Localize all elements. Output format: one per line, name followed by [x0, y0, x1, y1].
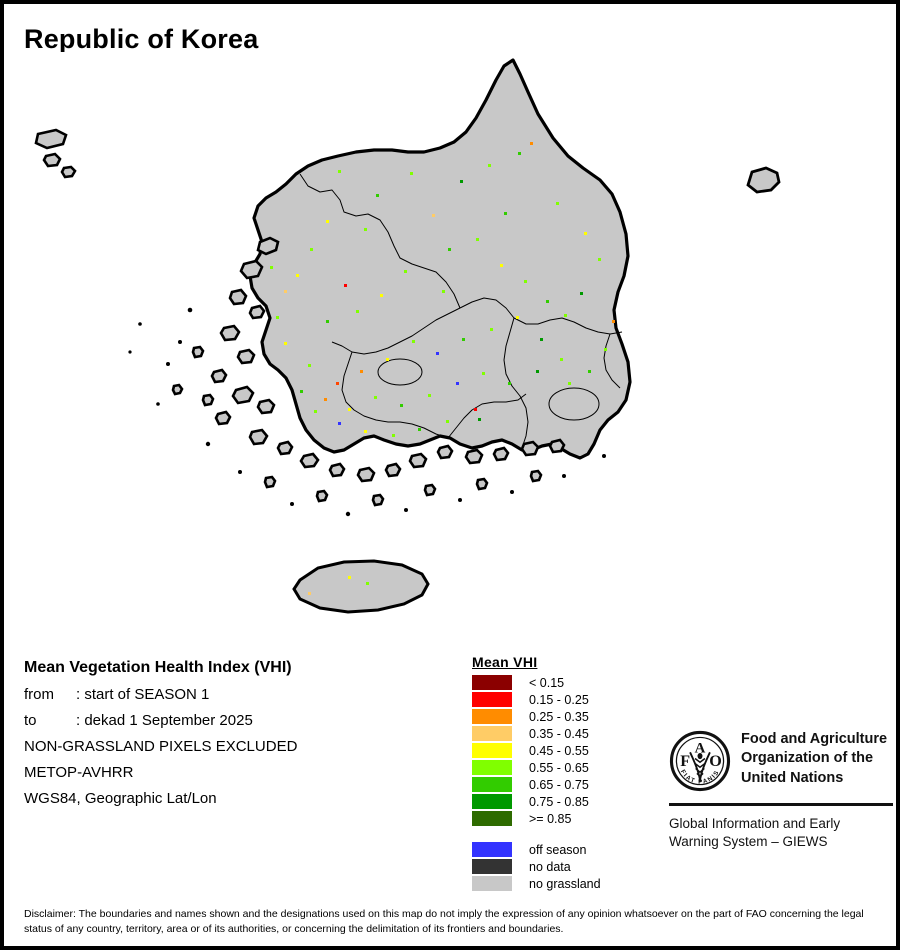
caption-to-key: to: [24, 712, 37, 729]
fao-emblem-icon: F A O FIAT PANIS: [669, 730, 731, 792]
map-caption: Mean Vegetation Health Index (VHI) from:…: [24, 659, 444, 816]
legend-label: off season: [529, 842, 587, 857]
legend-label: 0.35 - 0.45: [529, 726, 589, 741]
ulleungdo-island: [746, 166, 781, 194]
legend-row-special-0: off season: [472, 841, 662, 858]
fao-org-line3: United Nations: [741, 769, 844, 786]
caption-from-row: from: start of SEASON 1: [24, 686, 444, 703]
legend-spacer: [472, 827, 662, 841]
admin-boundaries: [299, 173, 623, 449]
korea-map-svg: [8, 52, 896, 632]
legend-label: 0.65 - 0.75: [529, 777, 589, 792]
caption-to-sep: :: [76, 712, 81, 729]
legend-row-class-2: 0.25 - 0.35: [472, 708, 662, 725]
legend-swatch: [472, 675, 512, 690]
legend-row-class-3: 0.35 - 0.45: [472, 725, 662, 742]
legend-swatch: [472, 743, 512, 758]
legend-row-class-1: 0.15 - 0.25: [472, 691, 662, 708]
caption-sensor: METOP-AVHRR: [24, 764, 134, 781]
legend-row-class-5: 0.55 - 0.65: [472, 759, 662, 776]
legend-label: 0.25 - 0.35: [529, 709, 589, 724]
jeju-island: [292, 559, 430, 614]
caption-projection: WGS84, Geographic Lat/Lon: [24, 790, 217, 807]
svg-text:O: O: [709, 753, 722, 770]
fao-org-line2: Organization of the: [741, 750, 874, 767]
mainland-landmass: [248, 58, 632, 460]
fao-divider: [669, 803, 893, 806]
giews-programme-name: Global Information and Early Warning Sys…: [669, 815, 895, 852]
caption-title: Mean Vegetation Health Index (VHI): [24, 659, 292, 676]
tiny-islets: [128, 307, 606, 517]
caption-to-value: dekad 1 September 2025: [84, 712, 253, 729]
caption-from-key: from: [24, 686, 54, 703]
legend-class-list: < 0.15 0.15 - 0.25 0.25 - 0.35 0.35 - 0.45 0…: [472, 674, 662, 827]
legend-row-class-4: 0.45 - 0.55: [472, 742, 662, 759]
legend-swatch: [472, 811, 512, 826]
fao-logo-row: F A O FIAT PANIS Food and Agriculture: [669, 730, 895, 792]
caption-pixels-note: NON-GRASSLAND PIXELS EXCLUDED: [24, 738, 298, 755]
legend-swatch: [472, 876, 512, 891]
legend-row-class-7: 0.75 - 0.85: [472, 793, 662, 810]
caption-from-sep: :: [76, 686, 81, 703]
legend-special-list: off season no data no grassland: [472, 841, 662, 892]
legend-swatch: [472, 760, 512, 775]
legend-label: 0.45 - 0.55: [529, 743, 589, 758]
legend-title: Mean VHI: [472, 654, 538, 670]
legend-label: 0.75 - 0.85: [529, 794, 589, 809]
legend-row-special-2: no grassland: [472, 875, 662, 892]
legend-row-class-0: < 0.15: [472, 674, 662, 691]
fao-branding: F A O FIAT PANIS Food and Agriculture: [669, 730, 895, 852]
legend-swatch: [472, 692, 512, 707]
vhi-pixel-overlay: [270, 142, 615, 595]
map-canvas[interactable]: [8, 52, 896, 632]
legend-label: >= 0.85: [529, 811, 572, 826]
fao-org-line1: Food and Agriculture: [741, 731, 888, 747]
legend-label: no data: [529, 859, 571, 874]
svg-text:A: A: [695, 740, 706, 756]
legend-label: no grassland: [529, 876, 601, 891]
caption-from-value: start of SEASON 1: [84, 686, 210, 703]
legend-row-special-1: no data: [472, 858, 662, 875]
legend-label: < 0.15: [529, 675, 565, 690]
legend-row-class-8: >= 0.85: [472, 810, 662, 827]
legend-row-class-6: 0.65 - 0.75: [472, 776, 662, 793]
fao-organization-name: Food and Agriculture Organization of the…: [741, 730, 887, 788]
legend-swatch: [472, 709, 512, 724]
baengnyeongdo-islands: [34, 128, 77, 179]
legend-swatch: [472, 859, 512, 874]
legend-swatch: [472, 726, 512, 741]
legend-label: 0.55 - 0.65: [529, 760, 589, 775]
caption-to-row: to: dekad 1 September 2025: [24, 712, 444, 729]
legend-swatch: [472, 842, 512, 857]
page-title: Republic of Korea: [24, 24, 259, 54]
disclaimer-text: Disclaimer: The boundaries and names sho…: [24, 908, 864, 936]
svg-text:F: F: [680, 753, 690, 770]
legend-swatch: [472, 794, 512, 809]
giews-line2: Warning System – GIEWS: [669, 834, 828, 850]
legend-label: 0.15 - 0.25: [529, 692, 589, 707]
giews-line1: Global Information and Early: [669, 816, 841, 831]
west-coast-islands: [171, 236, 566, 507]
map-legend: Mean VHI < 0.15 0.15 - 0.25 0.25 - 0.35 0.3…: [472, 654, 662, 892]
legend-swatch: [472, 777, 512, 792]
